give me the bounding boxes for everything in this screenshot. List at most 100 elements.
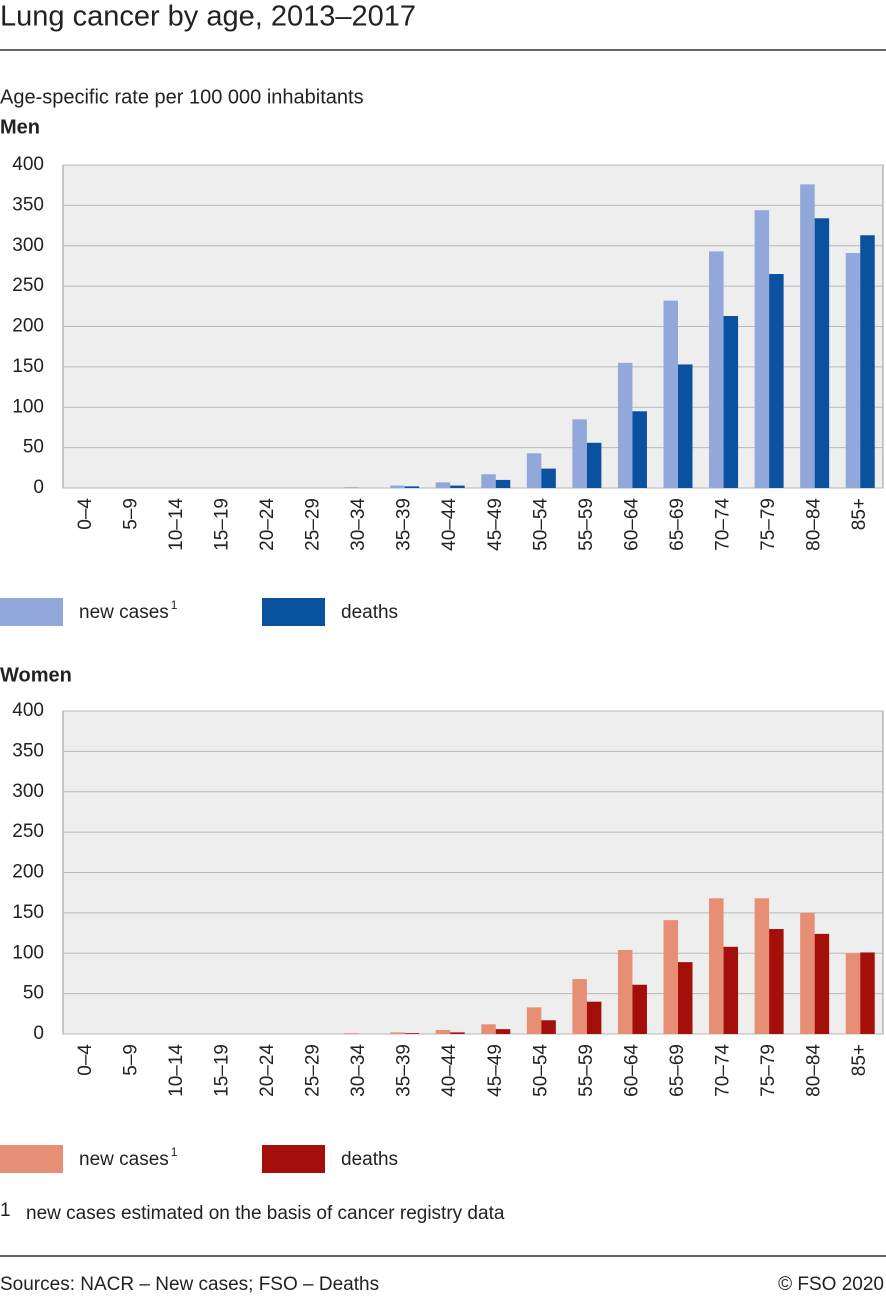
y-tick-label: 50 xyxy=(23,983,44,1004)
x-tick-label: 65–69 xyxy=(667,1044,688,1097)
bar xyxy=(678,962,693,1034)
bar xyxy=(860,952,875,1034)
y-tick-label: 150 xyxy=(12,902,44,923)
bar xyxy=(526,453,542,488)
bar xyxy=(663,920,678,1034)
x-tick-label: 40–44 xyxy=(439,498,460,551)
bar xyxy=(800,912,815,1034)
bar xyxy=(572,979,587,1034)
chart-title: Women xyxy=(0,664,72,686)
bar xyxy=(617,362,633,488)
bar xyxy=(450,485,465,488)
footnote-text: new cases estimated on the basis of canc… xyxy=(26,1203,505,1224)
bar xyxy=(481,1024,496,1034)
y-tick-label: 100 xyxy=(12,396,44,417)
page-title: Lung cancer by age, 2013–2017 xyxy=(0,1,416,33)
bar xyxy=(390,485,405,488)
legend-label: deaths xyxy=(341,602,398,623)
x-tick-label: 85+ xyxy=(849,498,870,530)
bar xyxy=(435,482,451,488)
legend-swatch xyxy=(262,1145,325,1173)
legend-swatch xyxy=(0,598,63,626)
x-tick-label: 75–79 xyxy=(758,1044,779,1097)
x-tick-label: 35–39 xyxy=(394,1044,415,1097)
bar xyxy=(481,474,496,488)
bar xyxy=(586,442,602,488)
legend-name: new cases xyxy=(79,602,169,623)
x-tick-label: 40–44 xyxy=(439,1044,460,1097)
bar xyxy=(344,487,360,488)
y-tick-label: 0 xyxy=(33,477,44,498)
bar xyxy=(709,251,724,488)
bar xyxy=(390,1032,405,1034)
y-tick-label: 250 xyxy=(12,821,44,842)
x-tick-label: 35–39 xyxy=(394,498,415,551)
bar xyxy=(754,210,770,488)
x-tick-label: 80–84 xyxy=(804,1044,825,1097)
y-tick-label: 350 xyxy=(12,740,44,761)
x-tick-label: 10–14 xyxy=(166,498,187,551)
bar xyxy=(450,1032,465,1034)
x-tick-label: 45–49 xyxy=(485,1044,506,1097)
bar xyxy=(678,364,693,488)
bar xyxy=(541,468,556,488)
x-tick-label: 5–9 xyxy=(120,1044,141,1076)
x-tick-label: 30–34 xyxy=(348,498,369,551)
bar xyxy=(541,1020,556,1034)
bar xyxy=(572,419,587,488)
bar xyxy=(723,946,739,1034)
bar xyxy=(404,486,420,488)
legend-name: deaths xyxy=(341,602,398,623)
source: Sources: NACR – New cases; FSO – Deaths xyxy=(0,1274,379,1295)
x-tick-label: 50–54 xyxy=(530,1044,551,1097)
bar xyxy=(860,235,875,488)
y-tick-label: 400 xyxy=(12,700,44,721)
bar xyxy=(495,479,511,488)
x-tick-label: 0–4 xyxy=(75,1044,96,1076)
bar xyxy=(617,950,633,1034)
copyright: © FSO 2020 xyxy=(778,1274,884,1295)
y-tick-label: 300 xyxy=(12,781,44,802)
x-tick-label: 60–64 xyxy=(621,1044,642,1097)
bar xyxy=(709,898,724,1034)
legend-label: new cases 1 xyxy=(79,1145,178,1170)
x-tick-label: 65–69 xyxy=(667,498,688,551)
bar xyxy=(495,1029,511,1034)
bar xyxy=(814,218,830,489)
bar xyxy=(586,1001,602,1034)
bar xyxy=(344,1033,360,1034)
legend-swatch xyxy=(262,598,325,626)
bar xyxy=(769,274,784,488)
x-tick-label: 25–29 xyxy=(303,498,324,551)
subtitle: Age-specific rate per 100 000 inhabitant… xyxy=(0,86,364,108)
legend-footnote-marker: 1 xyxy=(171,1145,178,1159)
x-tick-label: 20–24 xyxy=(257,1044,278,1097)
legend-name: new cases xyxy=(79,1149,169,1170)
y-tick-label: 100 xyxy=(12,942,44,963)
y-tick-label: 0 xyxy=(33,1023,44,1044)
bar xyxy=(754,898,770,1034)
x-tick-label: 50–54 xyxy=(530,498,551,551)
x-tick-label: 70–74 xyxy=(713,498,734,551)
bar xyxy=(632,984,647,1034)
legend-footnote-marker: 1 xyxy=(171,598,178,612)
x-tick-label: 15–19 xyxy=(211,1044,232,1097)
y-tick-label: 350 xyxy=(12,194,44,215)
y-tick-label: 200 xyxy=(12,316,44,337)
y-tick-label: 50 xyxy=(23,437,44,458)
x-tick-label: 70–74 xyxy=(713,1044,734,1097)
x-tick-label: 55–59 xyxy=(576,498,597,551)
bar xyxy=(435,1029,451,1034)
y-tick-label: 200 xyxy=(12,862,44,883)
bar xyxy=(814,933,830,1034)
x-tick-label: 25–29 xyxy=(303,1044,324,1097)
y-tick-label: 400 xyxy=(12,154,44,175)
bar xyxy=(723,316,739,488)
bar xyxy=(845,253,861,488)
chart-title: Men xyxy=(0,116,40,138)
x-tick-label: 0–4 xyxy=(75,498,96,530)
x-tick-label: 55–59 xyxy=(576,1044,597,1097)
x-tick-label: 80–84 xyxy=(804,498,825,551)
